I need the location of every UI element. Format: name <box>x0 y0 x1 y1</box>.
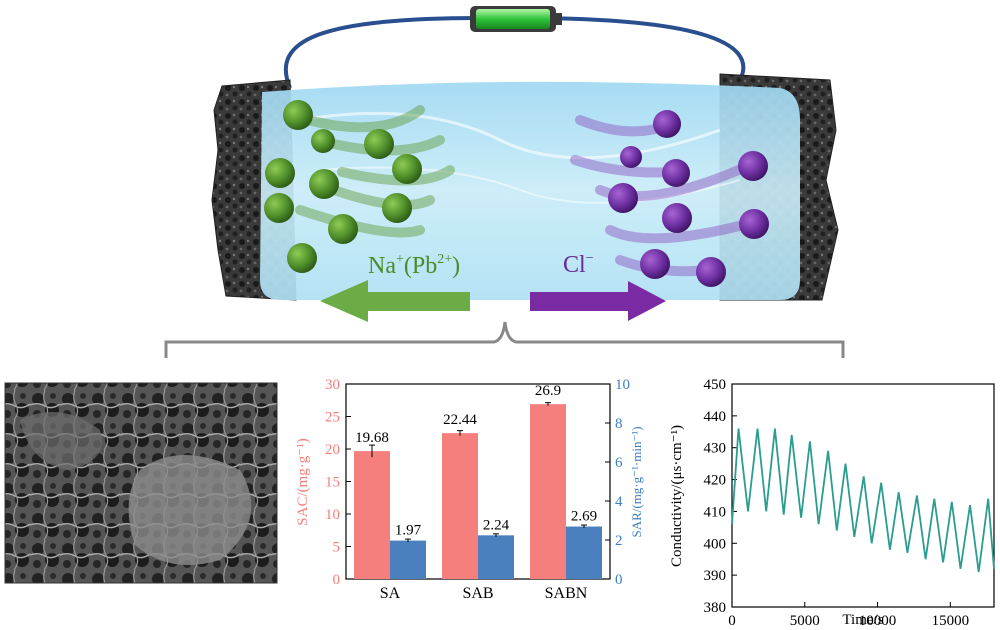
anion-arrow <box>530 281 666 321</box>
battery-icon <box>470 6 562 32</box>
x-tick-label: 0 <box>728 613 736 629</box>
sar-data-label: 2.69 <box>571 509 597 525</box>
x-tick-label: 5000 <box>790 613 820 629</box>
bar-marks: 19.68 1.97 SA 22.44 2.24 SAB 26.9 2.69 SABN <box>354 383 602 602</box>
category-tick-label: SABN <box>545 585 588 602</box>
y-tick-label: 430 <box>704 441 727 457</box>
sar-bar <box>390 540 426 579</box>
right-tick-label: 2 <box>615 533 623 549</box>
sac-bar <box>442 433 478 579</box>
left-tick-label: 15 <box>325 475 340 491</box>
line-plot-frame <box>731 383 995 608</box>
sar-bar <box>478 535 514 579</box>
category-tick-label: SA <box>380 585 401 602</box>
zoom-bracket <box>164 321 845 358</box>
left-axis-label: SAC/(mg·g⁻¹) <box>295 438 311 525</box>
left-tick-label: 10 <box>325 507 340 523</box>
y-axis-ticks: 380 390 400 410 420 430 440 450 <box>704 377 737 616</box>
right-tick-label: 4 <box>615 494 623 510</box>
left-tick-label: 5 <box>333 540 341 556</box>
cation-label: Na+(Pb2+) <box>368 252 460 279</box>
y-tick-label: 440 <box>704 409 727 425</box>
water-ripple <box>299 111 721 160</box>
sem-micrograph <box>4 382 278 584</box>
sac-data-label: 26.9 <box>535 383 561 399</box>
conductivity-chart: 380 390 400 410 420 430 440 450 0 5000 10000 15000… <box>669 377 995 629</box>
anion-label: Cl− <box>563 251 594 278</box>
left-tick-label: 25 <box>325 410 340 426</box>
x-axis-label: Time/s <box>842 612 883 628</box>
right-axis-label: SAR/(mg·g⁻¹·min⁻¹) <box>629 426 644 537</box>
sac-bar <box>354 451 390 579</box>
anion-spheres <box>608 110 769 287</box>
conductivity-series-line <box>731 428 995 573</box>
left-tick-label: 30 <box>325 377 340 393</box>
y-tick-label: 400 <box>704 536 727 552</box>
category-tick-label: SAB <box>462 585 493 602</box>
y-tick-label: 420 <box>704 473 727 489</box>
sar-bar <box>566 526 602 579</box>
y-tick-label: 390 <box>704 568 727 584</box>
capacitive-cell: Na+(Pb2+) Cl− <box>164 6 845 358</box>
right-tick-label: 0 <box>615 572 623 588</box>
y-tick-label: 380 <box>704 600 727 616</box>
right-tick-label: 6 <box>615 455 623 471</box>
cation-arrow <box>320 280 470 322</box>
y-tick-label: 450 <box>704 377 727 393</box>
x-tick-label: 10000 <box>859 613 897 629</box>
sac-data-label: 22.44 <box>443 412 477 428</box>
left-axis-ticks: 0 5 10 15 20 25 30 <box>325 377 351 588</box>
x-tick-label: 15000 <box>932 613 970 629</box>
cation-spheres <box>264 100 422 273</box>
y-axis-label: Conductivity/(μs·cm⁻¹) <box>669 425 685 567</box>
right-tick-label: 8 <box>615 416 623 432</box>
right-tick-label: 10 <box>615 377 630 393</box>
x-axis-ticks: 0 5000 10000 15000 <box>728 602 969 629</box>
left-tick-label: 20 <box>325 442 340 458</box>
sar-data-label: 2.24 <box>483 517 510 533</box>
sac-data-label: 19.68 <box>355 430 389 446</box>
y-tick-label: 410 <box>704 504 727 520</box>
bar-chart: 0 5 10 15 20 25 30 0 2 4 6 8 10 19.68 1.97 SA 22.44 2.2… <box>295 377 644 602</box>
right-axis-ticks: 0 2 4 6 8 10 <box>605 377 630 588</box>
sac-bar <box>530 404 566 579</box>
sar-data-label: 1.97 <box>395 523 422 539</box>
left-tick-label: 0 <box>333 572 341 588</box>
